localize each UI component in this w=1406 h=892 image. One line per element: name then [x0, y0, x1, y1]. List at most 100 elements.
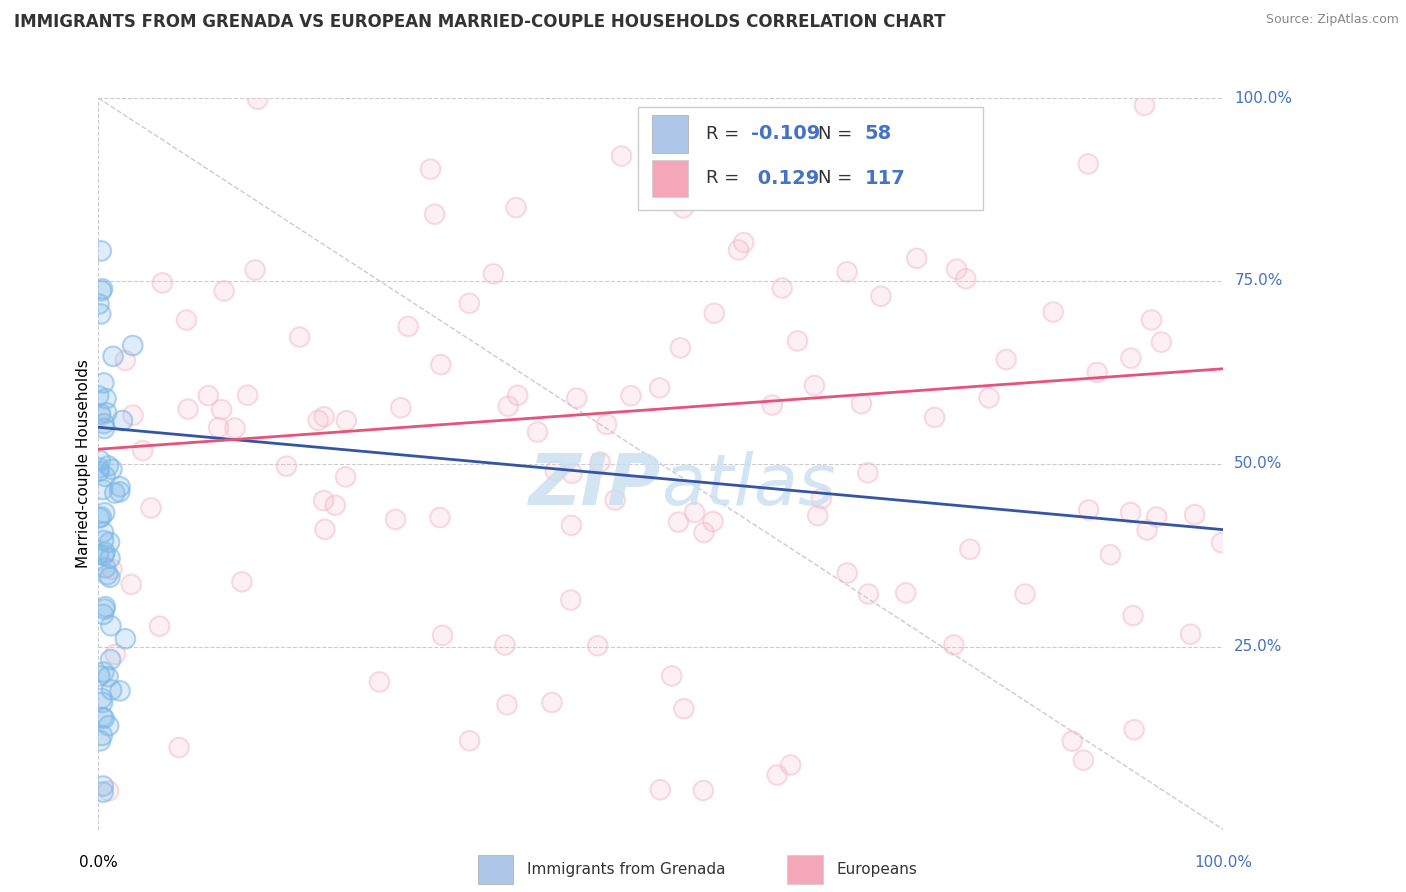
Point	[429, 510, 451, 524]
Point	[87, 297, 110, 311]
Point	[605, 493, 627, 508]
Point	[661, 669, 683, 683]
Point	[779, 758, 801, 772]
Point	[87, 461, 110, 475]
Point	[837, 265, 859, 279]
Point	[89, 510, 111, 524]
Point	[787, 166, 810, 180]
Point	[312, 493, 335, 508]
Point	[1133, 98, 1156, 112]
Point	[807, 508, 830, 523]
Point	[91, 483, 114, 497]
Point	[207, 420, 229, 434]
Point	[1122, 608, 1144, 623]
Point	[96, 406, 118, 420]
Point	[211, 402, 233, 417]
Point	[97, 670, 120, 684]
Point	[894, 586, 917, 600]
Point	[430, 358, 453, 372]
Point	[148, 619, 170, 633]
Point	[544, 464, 567, 478]
Point	[1119, 351, 1142, 366]
Point	[97, 719, 120, 733]
Text: Europeans: Europeans	[837, 863, 918, 877]
Point	[90, 407, 112, 421]
Point	[93, 417, 115, 431]
Point	[650, 782, 672, 797]
Point	[94, 392, 117, 406]
Point	[93, 548, 115, 562]
Point	[150, 276, 173, 290]
Point	[693, 525, 716, 540]
Point	[661, 669, 683, 683]
Point	[856, 466, 879, 480]
Point	[761, 398, 783, 412]
Point	[90, 307, 112, 321]
Point	[93, 711, 115, 725]
Point	[93, 665, 115, 680]
Text: 0.0%: 0.0%	[79, 855, 118, 870]
Point	[430, 358, 453, 372]
Text: Source: ZipAtlas.com: Source: ZipAtlas.com	[1265, 13, 1399, 27]
Point	[803, 378, 825, 392]
Point	[494, 638, 516, 652]
Point	[94, 545, 117, 559]
Point	[93, 421, 115, 435]
Point	[314, 409, 336, 424]
Point	[610, 149, 633, 163]
Point	[650, 782, 672, 797]
Point	[368, 674, 391, 689]
Point	[432, 628, 454, 642]
Y-axis label: Married-couple Households: Married-couple Households	[76, 359, 91, 568]
Point	[101, 349, 124, 363]
Point	[924, 410, 946, 425]
Point	[858, 587, 880, 601]
Point	[93, 421, 115, 435]
Point	[807, 508, 830, 523]
Point	[177, 402, 200, 417]
Point	[837, 566, 859, 580]
Point	[94, 469, 117, 483]
Point	[733, 235, 755, 250]
Point	[692, 783, 714, 797]
Point	[132, 443, 155, 458]
Point	[995, 352, 1018, 367]
Point	[1211, 535, 1233, 549]
Point	[959, 542, 981, 557]
Point	[1133, 98, 1156, 112]
Point	[307, 413, 329, 427]
Point	[1073, 753, 1095, 767]
Point	[90, 691, 112, 706]
Point	[1136, 523, 1159, 537]
Point	[458, 296, 481, 310]
Point	[1085, 366, 1108, 380]
Point	[1085, 366, 1108, 380]
Point	[91, 710, 114, 724]
Point	[231, 574, 253, 589]
Point	[620, 389, 643, 403]
Point	[561, 467, 583, 481]
Point	[98, 551, 121, 566]
Point	[702, 515, 724, 529]
Point	[236, 388, 259, 402]
Point	[384, 512, 406, 526]
Point	[122, 408, 145, 422]
Point	[94, 599, 117, 614]
Point	[87, 548, 110, 562]
Text: 50.0%: 50.0%	[1234, 457, 1282, 471]
Point	[101, 349, 124, 363]
Point	[837, 566, 859, 580]
Point	[419, 162, 441, 177]
Point	[114, 353, 136, 368]
Point	[108, 684, 131, 698]
Point	[91, 785, 114, 799]
Text: 100.0%: 100.0%	[1234, 91, 1292, 105]
Point	[870, 289, 893, 303]
Point	[561, 467, 583, 481]
Point	[458, 296, 481, 310]
Point	[101, 462, 124, 476]
Point	[176, 313, 198, 327]
Point	[482, 267, 505, 281]
Point	[96, 567, 118, 582]
Point	[246, 92, 269, 106]
